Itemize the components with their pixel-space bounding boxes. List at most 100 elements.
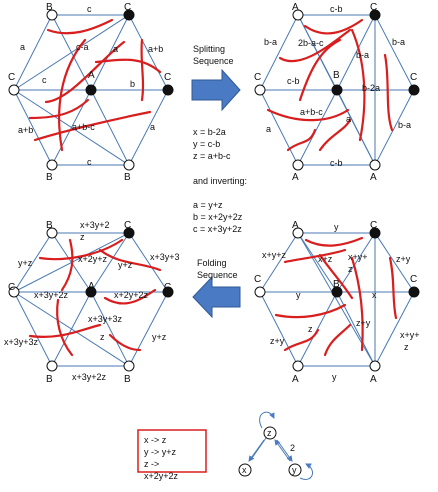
hexagon-bottom-right: A C C B C A A y x+y+z x+z x+y+ z z+y y x… (254, 220, 420, 385)
edge-label: x+3y+3 (150, 252, 180, 262)
curve (276, 305, 345, 317)
edge-label: a+b (148, 44, 163, 54)
edge-label: y (334, 222, 339, 232)
mutation-line: x -> z (144, 435, 167, 445)
vertex-filled (409, 85, 419, 95)
quiver: z x y 2 (239, 412, 313, 479)
quiver-arrow (275, 440, 290, 461)
mutation-line: x+2y+2z (144, 471, 179, 481)
vertex-filled (409, 287, 419, 297)
edge-label: a+b-c (72, 122, 95, 132)
quiver-arrow (252, 438, 266, 458)
curve (385, 55, 392, 130)
vertex-open (370, 160, 380, 170)
edge-label: a (346, 114, 351, 124)
curve (320, 120, 350, 150)
vertex-label: C (164, 282, 171, 293)
vertex-filled (163, 85, 173, 95)
folding-arrow (193, 277, 240, 317)
edge-label: x+z (318, 254, 333, 264)
vertex-label: C (370, 220, 377, 231)
curve (96, 60, 160, 72)
quiver-edge-label: 2 (290, 443, 295, 453)
edge-label: x+2y+z (78, 254, 108, 264)
edge-label: y (296, 290, 301, 300)
edge-label: z (80, 232, 85, 242)
edge-label: c-b (287, 76, 300, 86)
quiver-arrow (249, 440, 264, 461)
edge-label: a (266, 124, 271, 134)
edge-label: y (332, 372, 337, 382)
vertex-label: A (292, 220, 299, 231)
equations: x = b-2a y = c-b z = a+b-c and inverting… (193, 127, 247, 234)
vertex-label: B (46, 374, 53, 385)
vertex-label: C (8, 282, 15, 293)
equation: b = x+2y+2z (193, 212, 243, 222)
vertex-label: C (254, 72, 261, 83)
edge-label: y+z (118, 260, 133, 270)
edge-label: z (308, 324, 313, 334)
vertex-filled (332, 85, 342, 95)
equation: a = y+z (193, 200, 223, 210)
vertex-label: B (46, 220, 53, 231)
edge-label: z (100, 332, 105, 342)
edge-label: c-b (330, 4, 343, 14)
vertex-open (255, 287, 265, 297)
edge-label: a (150, 122, 155, 132)
edge-label: y+z (152, 332, 167, 342)
folding-label-line2: Sequence (197, 270, 238, 280)
equation: z = a+b-c (193, 151, 231, 161)
edge-label: x (372, 290, 377, 300)
vertex-label: C (370, 2, 377, 13)
curve (285, 330, 318, 350)
edge-label: x+y+ (348, 252, 368, 262)
vertex-open (9, 85, 19, 95)
curve (30, 325, 100, 337)
edge-label: b (130, 79, 135, 89)
equation: x = b-2a (193, 127, 226, 137)
curve (390, 258, 396, 318)
edge-label: a+b (18, 125, 33, 135)
edge-label: x+y+z (262, 250, 287, 260)
vertex-label: A (292, 374, 299, 385)
quiver-node-label: x (242, 465, 247, 475)
vertex-label: C (164, 72, 171, 83)
vertex-label: A (370, 374, 377, 385)
splitting-arrow (192, 70, 240, 110)
edge-label: x+3y+2 (80, 220, 110, 230)
edge-label: b-a (398, 120, 411, 130)
edge-label: c (87, 157, 92, 167)
vertex-label: B (124, 374, 131, 385)
edge-label: c-b (330, 158, 343, 168)
vertex-open (124, 160, 134, 170)
edge-label: b-a (264, 37, 277, 47)
vertex-label: C (410, 72, 417, 83)
vertex-open (124, 361, 134, 371)
loop-arrow (260, 412, 274, 428)
vertex-label: A (88, 70, 95, 81)
vertex-label: B (333, 70, 340, 81)
edge-label: x+y+ (400, 330, 420, 340)
vertex-label: C (8, 72, 15, 83)
edge-label: c (87, 4, 92, 14)
vertex-label: A (292, 172, 299, 183)
edge-label: y+z (18, 258, 33, 268)
edge-label: x+3y+2z (72, 372, 107, 382)
inverting-title: and inverting: (193, 176, 247, 186)
vertex-label: C (410, 274, 417, 285)
equation: c = x+3y+2z (193, 224, 242, 234)
curve (142, 40, 143, 100)
splitting-label-line2: Sequence (193, 56, 234, 66)
edge-label: z+y (356, 318, 371, 328)
splitting-label-line1: Splitting (193, 44, 225, 54)
edge-label: x+2y+2z (114, 290, 149, 300)
edge-label: a (113, 44, 118, 54)
vertex-label: A (370, 172, 377, 183)
vertex-label: B (46, 2, 53, 13)
edge-label: z+y (396, 254, 411, 264)
folding-label-line1: Folding (197, 258, 227, 268)
vertex-label: B (333, 279, 340, 290)
quiver-node-label: y (292, 465, 297, 475)
vertex-open (293, 361, 303, 371)
